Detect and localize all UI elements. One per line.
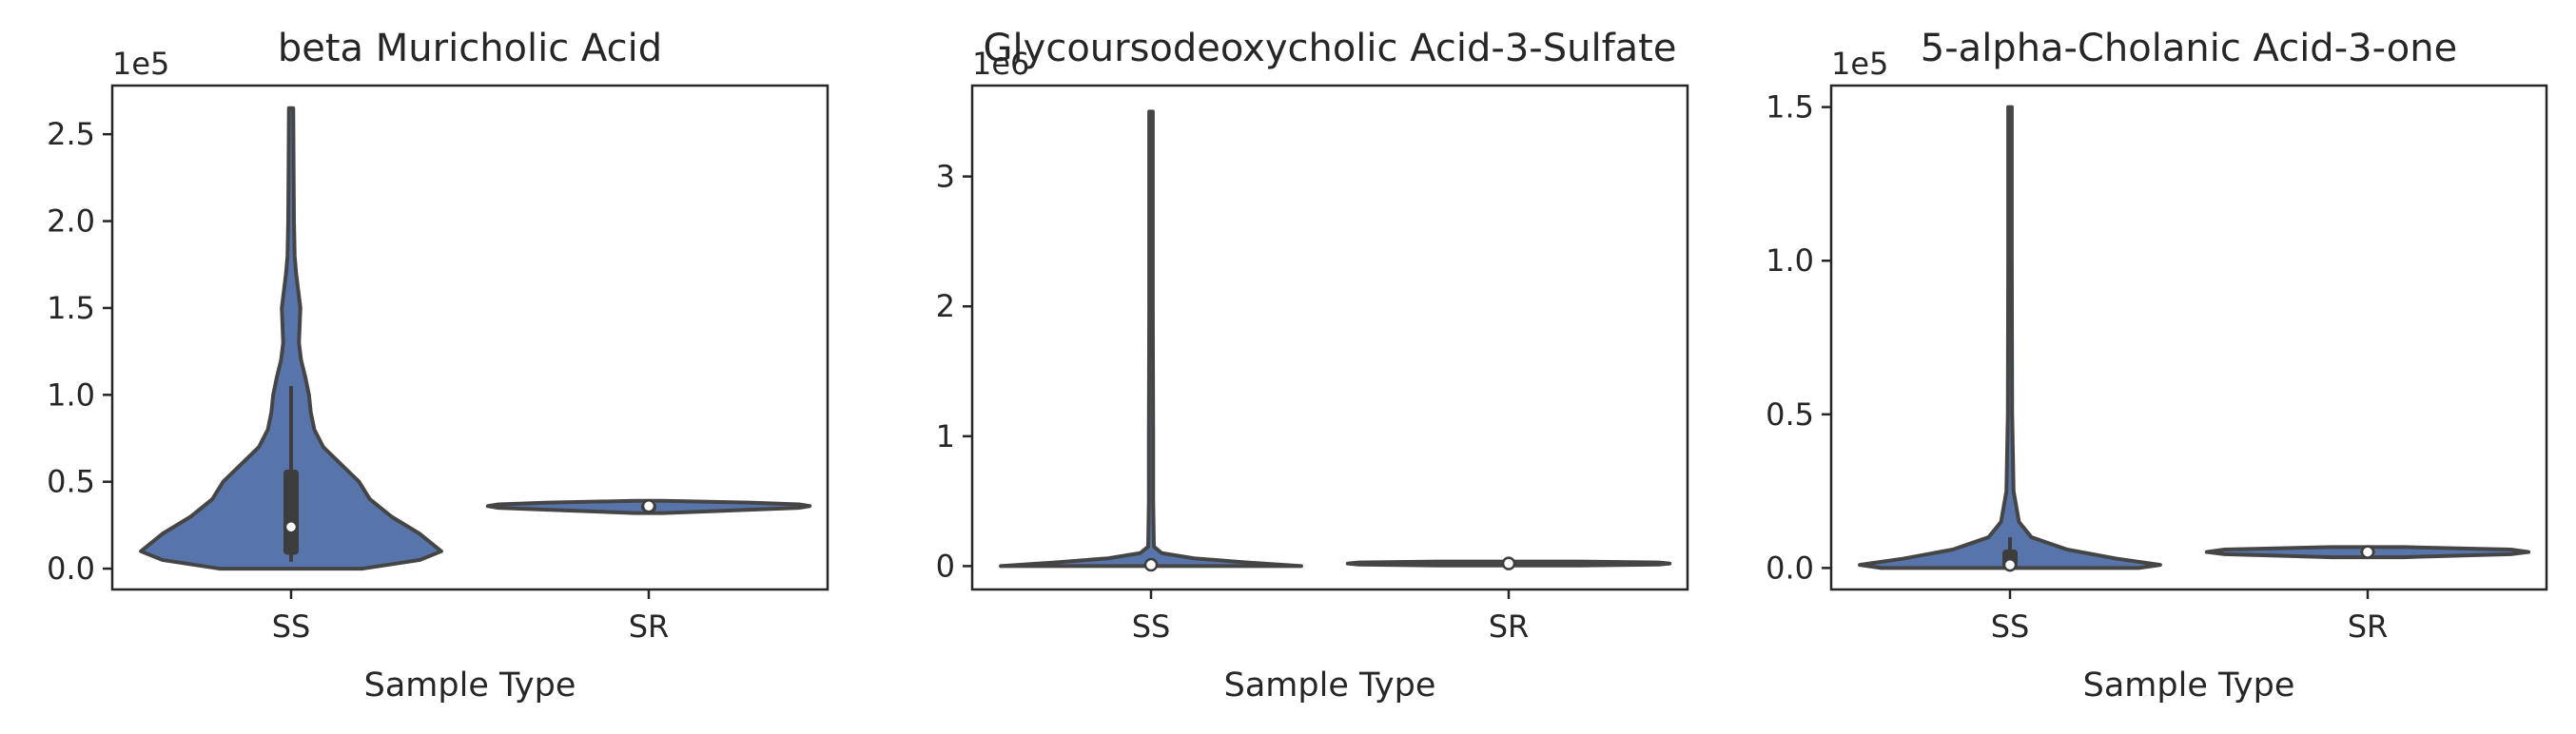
panel-5-alpha-cholanic-acid-3-one: 5-alpha-Cholanic Acid-3-one 1e5 Sample T… xyxy=(1766,27,2548,705)
violin-ss xyxy=(139,106,443,571)
x-axis-label: Sample Type xyxy=(364,666,576,705)
plot-area xyxy=(999,109,1672,572)
y-tick-label: 1.0 xyxy=(47,377,95,413)
x-axis-label: Sample Type xyxy=(1224,666,1436,705)
median-point xyxy=(1143,557,1159,572)
x-tick-label: SR xyxy=(1489,608,1530,645)
violin-ss xyxy=(999,109,1303,569)
x-tick-label: SR xyxy=(629,608,670,645)
plot-area xyxy=(139,106,812,571)
iqr-box xyxy=(283,469,299,555)
violin-ss xyxy=(1858,105,2162,570)
y-tick-label: 2.5 xyxy=(47,116,95,152)
median-point xyxy=(283,519,299,534)
y-offset-label: 1e5 xyxy=(112,46,169,82)
x-tick-label: SS xyxy=(1991,608,2030,645)
x-tick-label: SS xyxy=(1132,608,1171,645)
y-tick-label: 1.0 xyxy=(1766,242,1814,279)
panel-beta-muricholic-acid: beta Muricholic Acid 1e5 Sample Type 0.0… xyxy=(47,27,829,705)
panel-glycoursodeoxycholic-acid-3-sulfate: Glycoursodeoxycholic Acid-3-Sulfate 1e6 … xyxy=(936,27,1689,705)
y-tick-label: 1.5 xyxy=(47,290,95,326)
y-offset-label: 1e6 xyxy=(972,46,1029,82)
y-axis: 0.0 0.5 1.0 1.5 xyxy=(1766,89,1831,586)
axes-frame xyxy=(1829,84,2548,591)
y-tick-label: 0 xyxy=(936,548,955,584)
median-point xyxy=(1501,556,1516,570)
x-tick-label: SR xyxy=(2348,608,2389,645)
y-offset-label: 1e5 xyxy=(1831,46,1888,82)
y-tick-label: 0.0 xyxy=(47,550,95,587)
y-tick-label: 0.5 xyxy=(1766,396,1814,433)
chart-title: Glycoursodeoxycholic Acid-3-Sulfate xyxy=(984,27,1677,70)
median-point xyxy=(641,499,656,513)
y-tick-label: 1 xyxy=(936,418,955,454)
chart-title: beta Muricholic Acid xyxy=(278,27,662,70)
y-tick-label: 0.0 xyxy=(1766,550,1814,586)
median-point xyxy=(2002,557,2018,572)
y-axis: 0 1 2 3 xyxy=(936,159,972,584)
x-axis-label: Sample Type xyxy=(2083,666,2295,705)
y-tick-label: 1.5 xyxy=(1766,89,1814,126)
x-axis: SS SR xyxy=(1991,589,2389,645)
median-point xyxy=(2360,545,2375,559)
plot-area xyxy=(1858,105,2531,572)
chart-title: 5-alpha-Cholanic Acid-3-one xyxy=(1921,27,2457,70)
y-axis: 0.0 0.5 1.0 1.5 2.0 2.5 xyxy=(47,116,112,587)
y-tick-label: 0.5 xyxy=(47,464,95,500)
x-axis: SS SR xyxy=(272,589,670,645)
x-axis: SS SR xyxy=(1132,589,1530,645)
x-tick-label: SS xyxy=(272,608,311,645)
axes-frame xyxy=(110,84,829,591)
axes-frame xyxy=(970,84,1689,591)
y-tick-label: 2.0 xyxy=(47,203,95,240)
y-tick-label: 2 xyxy=(936,288,955,324)
y-tick-label: 3 xyxy=(936,159,955,195)
